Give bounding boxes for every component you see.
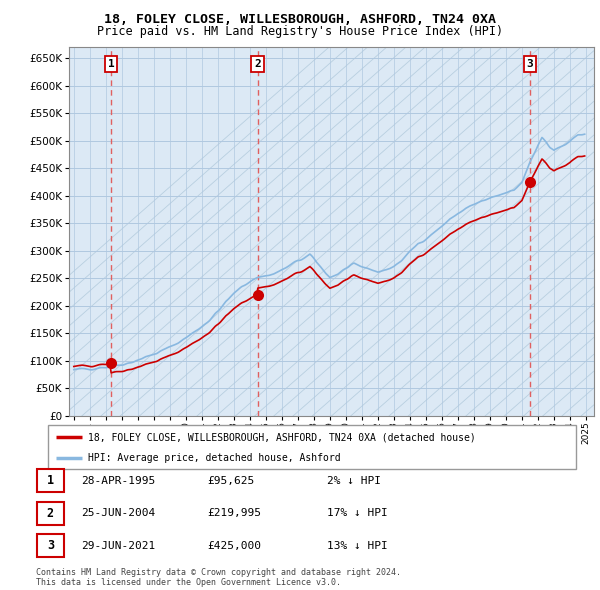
Text: 29-JUN-2021: 29-JUN-2021: [81, 541, 155, 550]
Text: Price paid vs. HM Land Registry's House Price Index (HPI): Price paid vs. HM Land Registry's House …: [97, 25, 503, 38]
Text: 13% ↓ HPI: 13% ↓ HPI: [327, 541, 388, 550]
Text: £95,625: £95,625: [207, 476, 254, 486]
Text: 3: 3: [526, 59, 533, 69]
FancyBboxPatch shape: [48, 425, 576, 469]
Text: 18, FOLEY CLOSE, WILLESBOROUGH, ASHFORD, TN24 0XA (detached house): 18, FOLEY CLOSE, WILLESBOROUGH, ASHFORD,…: [88, 432, 475, 442]
Text: HPI: Average price, detached house, Ashford: HPI: Average price, detached house, Ashf…: [88, 453, 340, 463]
Text: 1: 1: [47, 474, 54, 487]
FancyBboxPatch shape: [37, 535, 64, 557]
Text: 28-APR-1995: 28-APR-1995: [81, 476, 155, 486]
Text: £219,995: £219,995: [207, 509, 261, 518]
FancyBboxPatch shape: [37, 470, 64, 492]
FancyBboxPatch shape: [37, 502, 64, 525]
Text: 2% ↓ HPI: 2% ↓ HPI: [327, 476, 381, 486]
Text: 3: 3: [47, 539, 54, 552]
Text: 25-JUN-2004: 25-JUN-2004: [81, 509, 155, 518]
Text: £425,000: £425,000: [207, 541, 261, 550]
Text: 17% ↓ HPI: 17% ↓ HPI: [327, 509, 388, 518]
Text: 18, FOLEY CLOSE, WILLESBOROUGH, ASHFORD, TN24 0XA: 18, FOLEY CLOSE, WILLESBOROUGH, ASHFORD,…: [104, 13, 496, 26]
Text: 2: 2: [254, 59, 261, 69]
Text: Contains HM Land Registry data © Crown copyright and database right 2024.
This d: Contains HM Land Registry data © Crown c…: [36, 568, 401, 587]
Text: 1: 1: [107, 59, 115, 69]
Text: 2: 2: [47, 507, 54, 520]
